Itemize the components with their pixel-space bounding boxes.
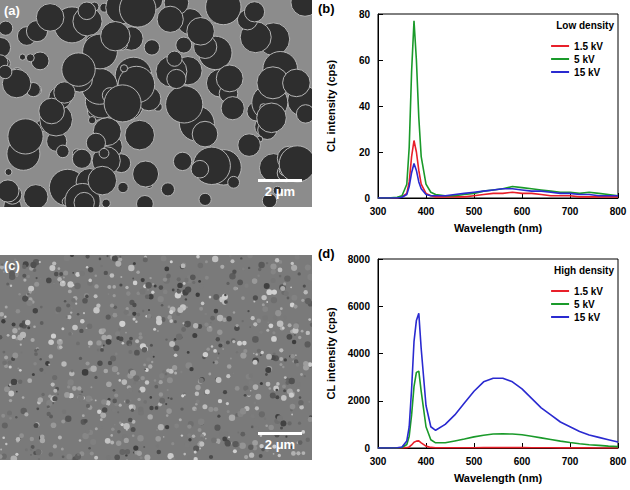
svg-text:4000: 4000 [348,348,371,359]
svg-text:300: 300 [370,456,387,467]
svg-text:High density: High density [554,265,614,276]
html-text:2 μm: 2 μm [264,437,296,452]
svg-text:CL intensity (cps): CL intensity (cps) [325,307,337,399]
svg-text:Low density: Low density [556,20,614,31]
svg-text:0: 0 [364,193,370,204]
svg-text:1.5 kV: 1.5 kV [574,41,603,52]
svg-text:5 kV: 5 kV [574,54,595,65]
svg-text:Wavelength (nm): Wavelength (nm) [454,472,543,484]
svg-text:80: 80 [359,9,371,20]
svg-text:2000: 2000 [348,395,371,406]
svg-text:600: 600 [514,456,531,467]
svg-text:60: 60 [359,55,371,66]
svg-text:300: 300 [370,206,387,217]
svg-text:500: 500 [466,206,483,217]
svg-text:8000: 8000 [348,254,371,265]
svg-text:700: 700 [562,456,579,467]
svg-text:(d): (d) [318,246,335,261]
svg-text:15 kV: 15 kV [574,312,600,323]
svg-text:40: 40 [359,101,371,112]
svg-text:0: 0 [364,443,370,454]
svg-text:400: 400 [418,206,435,217]
svg-text:700: 700 [562,206,579,217]
html-text:2 μm: 2 μm [264,184,296,199]
html-text:(a): (a) [4,3,20,18]
html-text:(c): (c) [4,258,20,273]
svg-text:400: 400 [418,456,435,467]
svg-text:5 kV: 5 kV [574,299,595,310]
svg-text:1.5 kV: 1.5 kV [574,286,603,297]
svg-text:Wavelength (nm): Wavelength (nm) [454,222,543,234]
svg-text:20: 20 [359,147,371,158]
svg-text:500: 500 [466,456,483,467]
svg-text:CL intensity (cps): CL intensity (cps) [325,60,337,152]
svg-text:6000: 6000 [348,301,371,312]
svg-text:(b): (b) [318,1,335,16]
svg-text:15 kV: 15 kV [574,67,600,78]
svg-text:600: 600 [514,206,531,217]
svg-text:800: 800 [610,206,627,217]
svg-text:800: 800 [610,456,627,467]
